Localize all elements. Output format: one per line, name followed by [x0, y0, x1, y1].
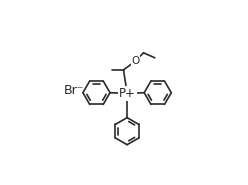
Text: O: O: [131, 56, 140, 66]
Text: Br⁻: Br⁻: [64, 84, 84, 97]
Text: P+: P+: [119, 87, 136, 100]
